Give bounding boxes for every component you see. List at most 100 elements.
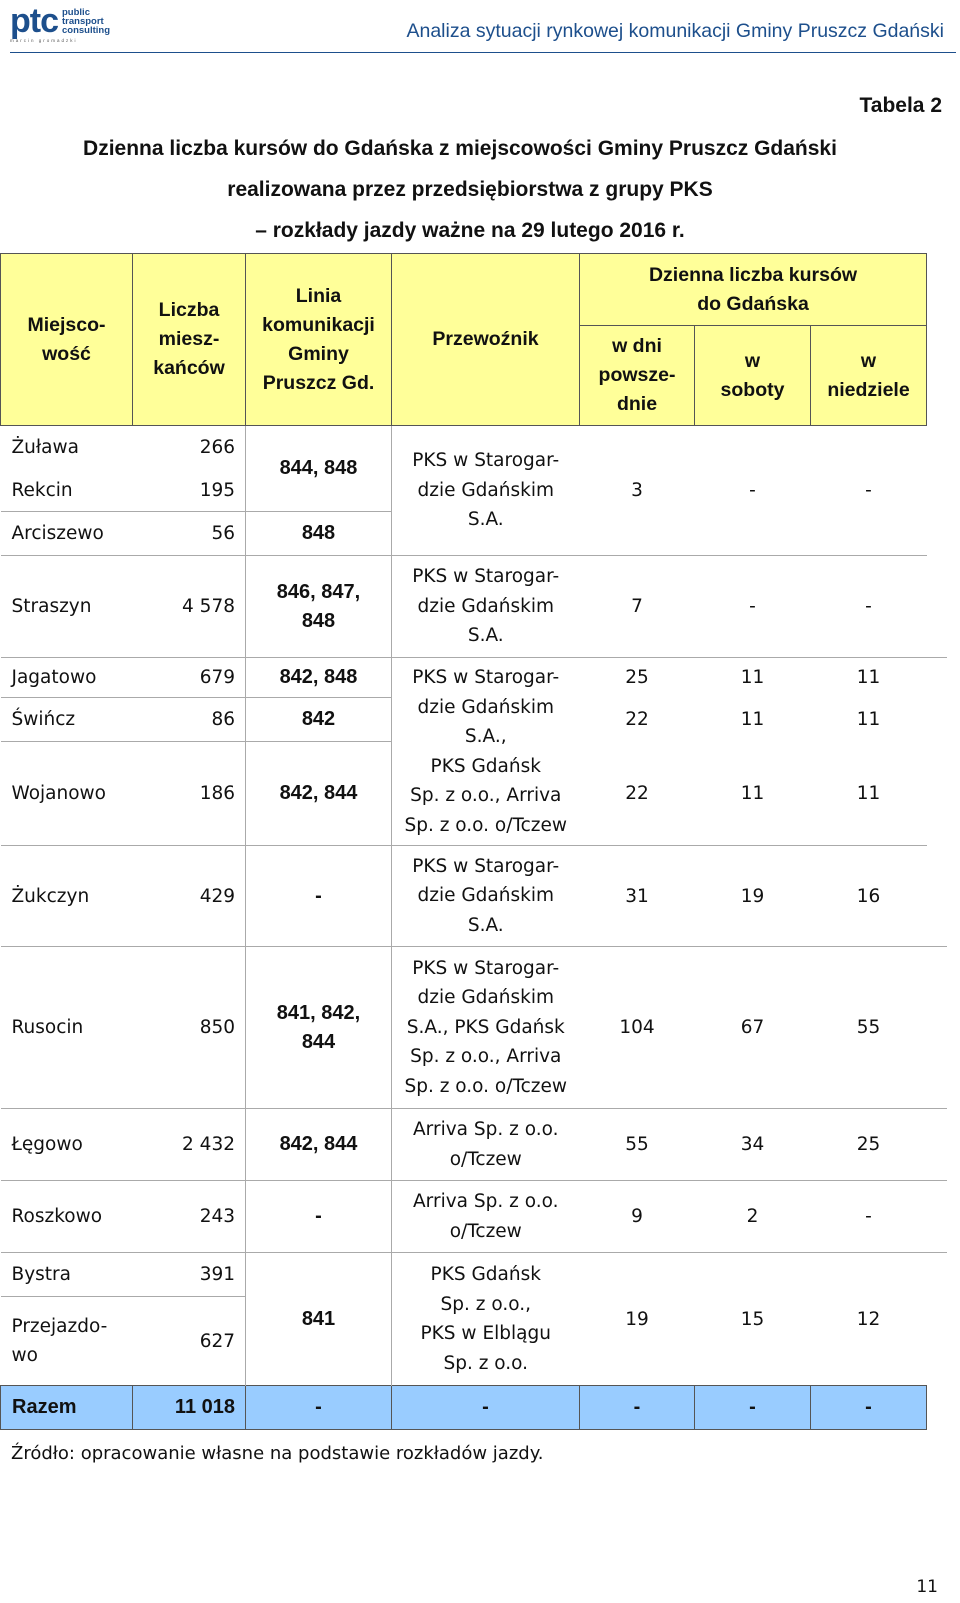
days-wojanowo: 22: [579, 741, 695, 846]
total-carrier: -: [391, 1385, 580, 1430]
carrier-rusocin: PKS w Starogar- dzie Gdańskim S.A., PKS …: [391, 946, 580, 1109]
sat-straszyn: -: [694, 555, 811, 658]
sat-roszkowo: 2: [694, 1180, 811, 1253]
carrier-roszkowo: Arriva Sp. z o.o. o/Tczew: [391, 1180, 580, 1253]
col-linia: Linia komunikacji Gminy Pruszcz Gd.: [245, 253, 392, 426]
sun-g1: -: [865, 480, 872, 501]
title-line-2: realizowana przez przedsiębiorstwa z gru…: [227, 178, 713, 201]
sun-legowo: 25: [810, 1108, 927, 1181]
place-rekcin: Rekcin: [11, 479, 73, 501]
days-roszkowo: 9: [579, 1180, 695, 1253]
ptc-logo: ptc public transport consulting: [10, 4, 110, 38]
sat-wojanowo: 11: [694, 741, 811, 846]
pop-roszkowo: 243: [132, 1180, 246, 1253]
sun-roszkowo: -: [810, 1180, 927, 1253]
total-label: Razem: [0, 1385, 133, 1430]
logo-text: public transport consulting: [62, 7, 111, 36]
total-pop: 11 018: [132, 1385, 246, 1430]
place-roszkowo: Roszkowo: [0, 1180, 133, 1253]
sat-jagatowo: 11: [740, 667, 765, 689]
sat-swincz: 11: [740, 709, 765, 730]
line-g1: 844, 848: [245, 425, 392, 512]
place-jagatowo: Jagatowo: [11, 667, 97, 688]
line-straszyn: 846, 847, 848: [245, 555, 392, 658]
place-legowo: Łęgowo: [0, 1108, 133, 1181]
table-title: Dzienna liczba kursów do Gdańska z miejs…: [30, 128, 910, 251]
sun-jagatowo: 11: [856, 667, 881, 689]
place-wojanowo: Wojanowo: [0, 741, 133, 846]
line-jagatowo: 842, 848: [245, 657, 392, 698]
pop-przejazdowo: 627: [132, 1296, 246, 1386]
days-zukczyn: 31: [579, 845, 695, 947]
place-przejazdowo: Przejazdo- wo: [11, 1316, 108, 1366]
days-swincz: 22: [625, 709, 649, 730]
col-niedziele: w niedziele: [810, 325, 927, 426]
pop-arciszewo: 56: [132, 511, 246, 556]
place-straszyn: Straszyn: [0, 555, 133, 658]
days-g8: 19: [625, 1308, 649, 1330]
running-title: Analiza sytuacji rynkowej komunikacji Gm…: [406, 20, 944, 42]
place-arciszewo: Arciszewo: [0, 511, 133, 556]
sun-straszyn: -: [810, 555, 927, 658]
days-jagatowo: 25: [625, 667, 649, 689]
sat-legowo: 34: [694, 1108, 811, 1181]
table-label: Tabela 2: [859, 94, 942, 117]
days-straszyn: 7: [579, 555, 695, 658]
line-legowo: 842, 844: [245, 1108, 392, 1181]
total-line: -: [245, 1385, 392, 1430]
line-g8: 841: [245, 1252, 392, 1386]
place-zukczyn: Żukczyn: [0, 845, 133, 947]
line-swincz: 842: [245, 697, 392, 742]
col-liczba: Liczba miesz- kańców: [132, 253, 246, 426]
place-swincz: Świńcz: [0, 697, 133, 742]
sat-g8: 15: [740, 1308, 765, 1330]
title-line-3: – rozkłady jazdy ważne na 29 lutego 2016…: [255, 219, 685, 242]
pop-rusocin: 850: [132, 946, 246, 1109]
sun-wojanowo: 11: [810, 741, 927, 846]
sun-g8: 12: [856, 1308, 881, 1330]
pop-straszyn: 4 578: [132, 555, 246, 658]
col-przewoznik: Przewoźnik: [391, 253, 580, 426]
total-days: -: [579, 1385, 695, 1430]
pop-zulawa: 266: [132, 425, 246, 470]
line-wojanowo: 842, 844: [245, 741, 392, 846]
pop-jagatowo: 679: [132, 657, 246, 698]
page-header: ptc public transport consulting marcin g…: [0, 0, 960, 56]
line-zukczyn: -: [245, 845, 392, 947]
place-rusocin: Rusocin: [0, 946, 133, 1109]
days-rusocin: 104: [579, 946, 695, 1109]
title-line-1: Dzienna liczba kursów do Gdańska z miejs…: [83, 137, 837, 160]
sun-rusocin: 55: [810, 946, 927, 1109]
pop-wojanowo: 186: [132, 741, 246, 846]
carrier-g8: PKS Gdańsk Sp. z o.o., PKS w Elblągu Sp.…: [420, 1264, 551, 1374]
carrier-g3: PKS w Starogar- dzie Gdańskim S.A., PKS …: [391, 657, 580, 846]
logo-subtitle: marcin gromadzki: [10, 38, 78, 43]
col-soboty: w soboty: [694, 325, 811, 426]
sat-rusocin: 67: [694, 946, 811, 1109]
col-miejscowosc: Miejsco- wość: [0, 253, 133, 426]
line-roszkowo: -: [245, 1180, 392, 1253]
line-rusocin: 841, 842, 844: [245, 946, 392, 1109]
total-sat: -: [694, 1385, 811, 1430]
line-arciszewo: 848: [245, 511, 392, 556]
sat-g1: -: [749, 480, 756, 501]
carrier-straszyn: PKS w Starogar- dzie Gdańskim S.A.: [391, 555, 580, 658]
header-rule: [10, 52, 956, 53]
place-bystra: Bystra: [0, 1252, 133, 1297]
pop-swincz: 86: [132, 697, 246, 742]
pop-zukczyn: 429: [132, 845, 246, 947]
page-number: 11: [916, 1577, 938, 1597]
carrier-zukczyn: PKS w Starogar- dzie Gdańskim S.A.: [391, 845, 580, 947]
data-table: Miejsco- wość Liczba miesz- kańców Linia…: [0, 253, 947, 1430]
source-note: Źródło: opracowanie własne na podstawie …: [11, 1443, 544, 1464]
pop-rekcin: 195: [132, 469, 246, 512]
carrier-g1: PKS w Starogar- dzie Gdańskim S.A.: [412, 450, 560, 531]
col-dni: w dni powsze- dnie: [579, 325, 695, 426]
logo-mark: ptc: [10, 2, 59, 40]
col-dzienna: Dzienna liczba kursów do Gdańska: [579, 253, 927, 326]
place-zulawa: Żuława: [11, 437, 79, 459]
carrier-legowo: Arriva Sp. z o.o. o/Tczew: [391, 1108, 580, 1181]
days-legowo: 55: [579, 1108, 695, 1181]
sun-zukczyn: 16: [810, 845, 927, 947]
sat-zukczyn: 19: [694, 845, 811, 947]
